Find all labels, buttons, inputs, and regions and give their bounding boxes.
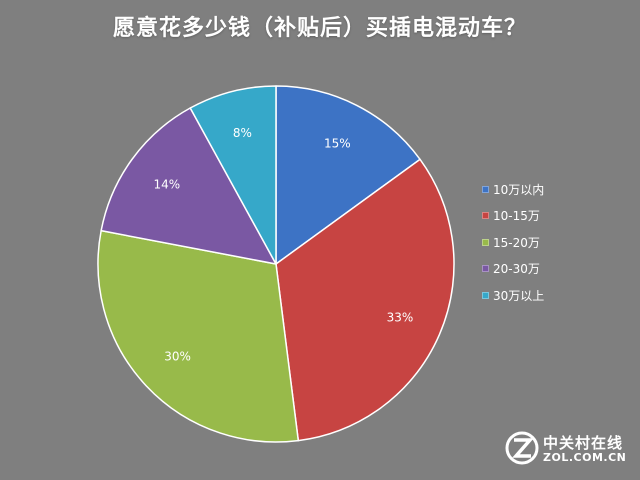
- watermark-domain: ZOL.COM.CN: [543, 451, 627, 464]
- legend-label: 20-30万: [493, 262, 540, 277]
- legend-label: 15-20万: [493, 235, 540, 250]
- watermark-brand: 中关村在线: [543, 434, 624, 452]
- legend-item-5: 30万以上: [482, 282, 544, 309]
- legend-label: 10万以内: [493, 182, 545, 197]
- pie-slice-5: [189, 85, 277, 265]
- pie-slice-1: [275, 85, 421, 265]
- legend-label: 30万以上: [493, 288, 545, 303]
- data-label-3: 30%: [164, 349, 191, 363]
- data-label-1: 15%: [324, 137, 351, 151]
- legend-swatch: [482, 291, 489, 299]
- chart-legend: 10万以内 10-15万 15-20万 20-30万 30万以上: [482, 176, 544, 309]
- pie-slice-4: [100, 107, 277, 265]
- pie-slices: [97, 85, 455, 443]
- legend-swatch: [482, 212, 489, 220]
- zol-watermark: 中关村在线 ZOL.COM.CN: [505, 430, 630, 470]
- chart-title: 愿意花多少钱（补贴后）买插电混动车？: [112, 16, 527, 41]
- pie-slice-3: [97, 229, 300, 443]
- legend-label: 10-15万: [493, 209, 540, 224]
- legend-item-1: 10万以内: [482, 176, 544, 203]
- legend-item-4: 20-30万: [482, 256, 544, 283]
- pie-data-labels: 15% 33% 30% 14% 8%: [153, 126, 413, 363]
- legend-item-2: 10-15万: [482, 203, 544, 230]
- pie-slice-2: [275, 158, 455, 442]
- legend-swatch: [482, 185, 489, 193]
- data-label-5: 8%: [233, 126, 252, 140]
- zol-logo-icon: [505, 431, 539, 465]
- legend-item-3: 15-20万: [482, 229, 544, 256]
- data-label-4: 14%: [153, 178, 180, 192]
- data-label-2: 33%: [387, 311, 414, 325]
- legend-swatch: [482, 238, 489, 246]
- legend-swatch: [482, 265, 489, 273]
